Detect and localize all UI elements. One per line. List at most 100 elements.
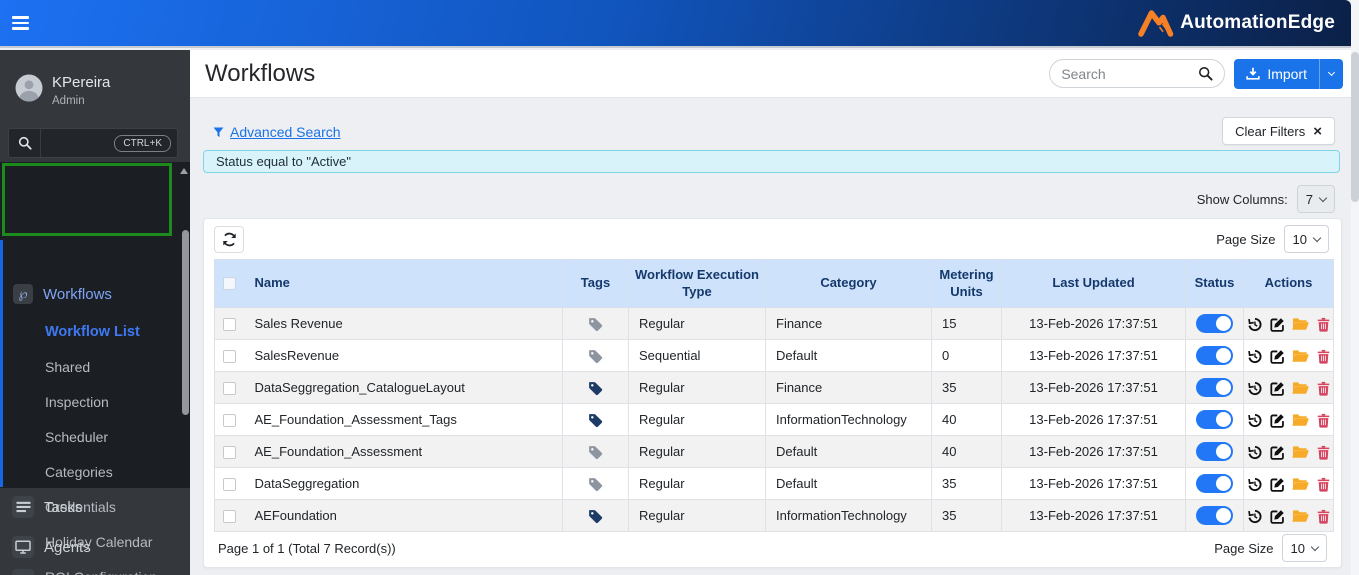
tag-icon[interactable] (588, 317, 603, 332)
sidebar-item-roi-configuration[interactable]: ROI Configuration (0, 559, 190, 575)
page-scrollbar-thumb[interactable] (1351, 52, 1359, 202)
tag-icon[interactable] (588, 381, 603, 396)
column-header-execution-type[interactable]: Workflow Execution Type (628, 259, 766, 308)
table-row[interactable]: AE_Foundation_Assessment_Tags Regular In… (214, 403, 1334, 436)
scrollbar-up-arrow-icon[interactable] (180, 168, 188, 174)
page-size-dropdown-top[interactable]: 10 (1283, 225, 1329, 253)
history-icon[interactable] (1247, 381, 1262, 396)
delete-icon[interactable] (1317, 381, 1330, 396)
row-checkbox[interactable] (223, 414, 237, 428)
row-checkbox[interactable] (223, 318, 237, 332)
workflow-name: AE_Foundation_Assessment (244, 435, 563, 468)
table-row[interactable]: AE_Foundation_Assessment Regular Default… (214, 435, 1334, 468)
delete-icon[interactable] (1317, 509, 1330, 524)
sidebar-item-categories[interactable]: Categories (45, 463, 113, 480)
history-icon[interactable] (1247, 445, 1262, 460)
sidebar-item-workflows[interactable]: ℘ Workflows (0, 274, 190, 314)
status-toggle[interactable] (1196, 474, 1233, 493)
tag-icon[interactable] (588, 445, 603, 460)
advanced-search-link[interactable]: Advanced Search (213, 124, 341, 140)
table-row[interactable]: DataSeggregation_CatalogueLayout Regular… (214, 371, 1334, 404)
table-row[interactable]: DataSeggregation Regular Default 35 13-F… (214, 467, 1334, 500)
row-checkbox[interactable] (223, 510, 237, 524)
table-row[interactable]: AEFoundation Regular InformationTechnolo… (214, 499, 1334, 532)
row-checkbox[interactable] (223, 350, 237, 364)
status-toggle[interactable] (1196, 442, 1233, 461)
import-dropdown-caret[interactable] (1320, 68, 1343, 76)
workflow-search[interactable] (1049, 59, 1226, 88)
column-header-last-updated[interactable]: Last Updated (1001, 259, 1186, 308)
open-folder-icon[interactable] (1292, 445, 1309, 459)
row-checkbox[interactable] (223, 478, 237, 492)
history-icon[interactable] (1247, 477, 1262, 492)
menu-toggle-button[interactable] (12, 12, 38, 34)
edit-icon[interactable] (1270, 381, 1285, 396)
sidebar-search[interactable]: CTRL+K (8, 128, 178, 158)
search-icon[interactable] (1198, 66, 1213, 81)
select-all-checkbox[interactable] (223, 277, 237, 291)
delete-icon[interactable] (1317, 477, 1330, 492)
refresh-button[interactable] (214, 225, 244, 253)
workflow-search-input[interactable] (1061, 65, 1199, 82)
sidebar-scrollbar[interactable] (182, 230, 189, 415)
tag-icon[interactable] (588, 509, 603, 524)
column-header-tags[interactable]: Tags (562, 259, 629, 308)
edit-icon[interactable] (1270, 477, 1285, 492)
page-header: Workflows Import (190, 50, 1351, 98)
open-folder-icon[interactable] (1292, 317, 1309, 331)
history-icon[interactable] (1247, 413, 1262, 428)
sidebar-item-workflow-list[interactable]: Workflow List (45, 323, 140, 340)
history-icon[interactable] (1247, 509, 1262, 524)
delete-icon[interactable] (1317, 445, 1330, 460)
sidebar-item-inspection[interactable]: Inspection (45, 393, 109, 410)
sidebar-item-scheduler[interactable]: Scheduler (45, 428, 109, 445)
edit-icon[interactable] (1270, 509, 1285, 524)
tag-icon[interactable] (588, 413, 603, 428)
import-button[interactable]: Import (1234, 58, 1343, 89)
edit-icon[interactable] (1270, 445, 1285, 460)
page-size-dropdown-bottom[interactable]: 10 (1281, 534, 1327, 562)
page-scrollbar[interactable] (1351, 0, 1359, 575)
history-icon[interactable] (1247, 317, 1262, 332)
row-checkbox[interactable] (223, 382, 237, 396)
tag-icon[interactable] (588, 477, 603, 492)
show-columns-dropdown[interactable]: 7 (1296, 185, 1335, 213)
sidebar-item-shared[interactable]: Shared (45, 358, 91, 375)
status-toggle[interactable] (1196, 378, 1233, 397)
execution-type: Regular (628, 499, 766, 532)
open-folder-icon[interactable] (1292, 381, 1309, 395)
open-folder-icon[interactable] (1292, 413, 1309, 427)
open-folder-icon[interactable] (1292, 509, 1309, 523)
delete-icon[interactable] (1317, 413, 1330, 428)
table-row[interactable]: Sales Revenue Regular Finance 15 13-Feb-… (214, 307, 1334, 340)
open-folder-icon[interactable] (1292, 477, 1309, 491)
status-toggle[interactable] (1196, 410, 1233, 429)
column-header-metering-units[interactable]: Metering Units (931, 259, 1002, 308)
user-profile[interactable]: KPereira Admin (0, 50, 190, 107)
column-header-category[interactable]: Category (765, 259, 932, 308)
edit-icon[interactable] (1270, 413, 1285, 428)
delete-icon[interactable] (1317, 349, 1330, 364)
column-header-status[interactable]: Status (1185, 259, 1244, 308)
open-folder-icon[interactable] (1292, 349, 1309, 363)
row-checkbox[interactable] (223, 446, 237, 460)
edit-icon[interactable] (1270, 349, 1285, 364)
clear-filters-button[interactable]: Clear Filters × (1222, 117, 1335, 145)
status-toggle[interactable] (1196, 314, 1233, 333)
column-header-actions[interactable]: Actions (1243, 259, 1334, 308)
sidebar-item-agents[interactable]: Agents (0, 527, 190, 567)
sidebar-search-input[interactable] (41, 135, 115, 151)
delete-icon[interactable] (1317, 317, 1330, 332)
sidebar-item-tasks[interactable]: Tasks (0, 487, 190, 527)
clear-icon: × (1313, 122, 1322, 140)
history-icon[interactable] (1247, 349, 1262, 364)
sidebar-item-holiday-calendar[interactable]: Holiday Calendar (45, 533, 153, 550)
table-row[interactable]: SalesRevenue Sequential Default 0 13-Feb… (214, 339, 1334, 372)
sidebar: KPereira Admin CTRL+K ℘ Workflows Workfl… (0, 50, 190, 575)
status-toggle[interactable] (1196, 346, 1233, 365)
edit-icon[interactable] (1270, 317, 1285, 332)
column-header-name[interactable]: Name (244, 259, 563, 308)
status-toggle[interactable] (1196, 506, 1233, 525)
tag-icon[interactable] (588, 349, 603, 364)
sidebar-item-credentials[interactable]: Credentials (45, 498, 116, 515)
